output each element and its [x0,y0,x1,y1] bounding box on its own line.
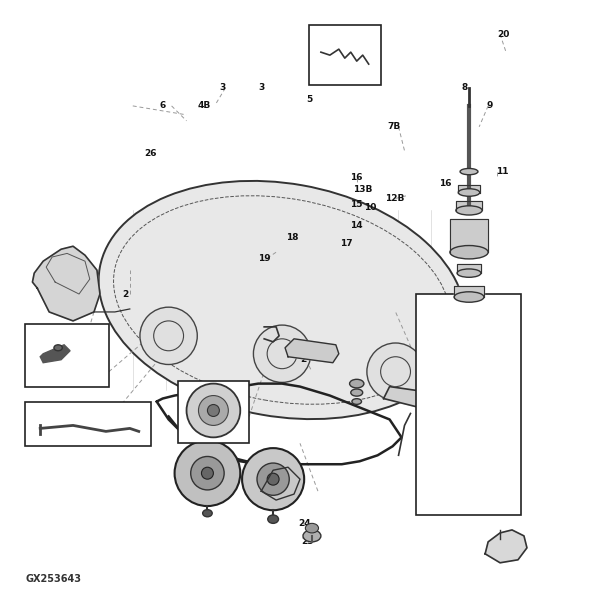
Text: 6: 6 [160,101,166,110]
Text: 7A: 7A [331,41,344,50]
Ellipse shape [208,404,220,416]
Ellipse shape [191,457,224,490]
Text: 19: 19 [258,254,271,263]
Text: 22: 22 [267,484,280,493]
Polygon shape [456,202,482,211]
Ellipse shape [187,383,240,437]
Text: 16: 16 [439,179,451,188]
Ellipse shape [54,345,62,351]
Polygon shape [40,345,70,363]
Polygon shape [458,185,480,193]
Text: 1: 1 [55,340,61,349]
Ellipse shape [454,292,484,302]
Text: 26: 26 [145,149,157,158]
Polygon shape [485,530,527,563]
Text: 7A: 7A [339,27,353,36]
Bar [25,401,151,446]
Ellipse shape [367,343,424,400]
Text: 9: 9 [487,101,493,110]
Ellipse shape [199,395,229,425]
Ellipse shape [140,307,197,365]
Text: 13A: 13A [69,415,89,424]
Polygon shape [450,220,488,252]
Ellipse shape [175,440,240,506]
Ellipse shape [449,443,497,491]
Text: 13A: 13A [72,406,92,415]
Text: 13B: 13B [353,185,373,194]
Ellipse shape [98,181,466,419]
Ellipse shape [253,325,311,382]
Bar [25,324,109,386]
Ellipse shape [457,269,481,277]
Bar [309,25,380,85]
Text: 5: 5 [306,95,312,104]
Polygon shape [457,264,481,273]
Text: 7B: 7B [387,122,400,131]
Text: 4A: 4A [205,409,218,418]
Text: 2: 2 [122,290,128,299]
Text: 23: 23 [301,538,313,547]
Text: 2: 2 [300,355,306,364]
Ellipse shape [202,467,214,479]
Ellipse shape [485,504,497,514]
Text: 17: 17 [340,239,353,248]
Text: 4A: 4A [205,382,218,391]
Ellipse shape [450,245,488,259]
Text: 25: 25 [484,442,496,451]
Ellipse shape [460,169,478,175]
Text: 3: 3 [219,83,226,92]
Text: 10: 10 [364,203,377,212]
Ellipse shape [305,523,319,533]
Text: GX253643: GX253643 [25,574,81,584]
Ellipse shape [458,189,480,196]
Polygon shape [454,286,484,297]
Ellipse shape [203,509,212,517]
Text: 8: 8 [461,83,467,92]
Text: 12B: 12B [385,194,404,203]
Text: 15: 15 [350,200,363,209]
Polygon shape [261,467,300,500]
Polygon shape [383,386,443,410]
Text: 11: 11 [496,167,508,176]
Ellipse shape [464,458,482,476]
Ellipse shape [268,515,278,523]
Ellipse shape [351,389,363,396]
Ellipse shape [352,398,362,404]
Ellipse shape [303,530,321,542]
Ellipse shape [456,206,482,215]
Polygon shape [476,410,512,433]
Text: 12A: 12A [62,328,82,337]
Ellipse shape [267,473,279,485]
Ellipse shape [257,463,289,495]
Text: 16: 16 [350,173,363,182]
Ellipse shape [447,415,455,421]
Bar [416,294,521,515]
Text: 4B: 4B [198,101,211,110]
Text: 21: 21 [490,355,502,364]
Polygon shape [32,246,100,321]
Text: 12A: 12A [62,343,82,352]
Polygon shape [285,339,339,363]
Text: 14: 14 [350,221,363,230]
Ellipse shape [242,448,304,510]
Text: 20: 20 [497,30,509,39]
Bar [178,380,249,443]
Text: 18: 18 [286,233,298,242]
Text: 24: 24 [298,520,310,529]
Ellipse shape [350,379,364,388]
Text: 3: 3 [258,83,265,92]
Ellipse shape [434,428,512,506]
